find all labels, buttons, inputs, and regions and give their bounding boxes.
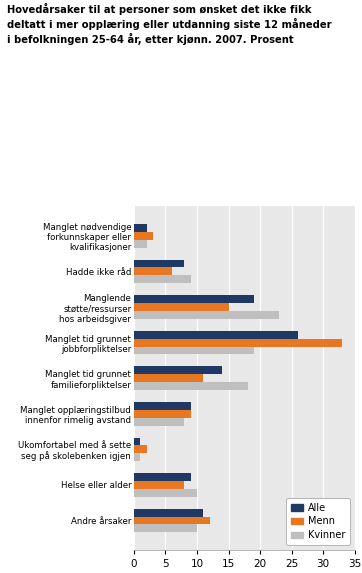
Bar	[134, 240, 147, 248]
Bar	[134, 347, 254, 354]
Bar	[134, 453, 140, 461]
Bar	[134, 275, 191, 283]
Bar	[134, 509, 203, 517]
Bar	[134, 224, 147, 232]
Bar	[134, 339, 342, 347]
Bar	[134, 438, 140, 445]
Bar	[134, 260, 184, 268]
Bar	[134, 489, 197, 497]
Bar	[134, 374, 203, 382]
Bar	[134, 517, 210, 524]
Bar	[134, 473, 191, 481]
Bar	[134, 418, 184, 426]
Bar	[134, 303, 228, 311]
Bar	[134, 232, 153, 240]
Bar	[134, 268, 172, 275]
Text: Hovedårsaker til at personer som ønsket det ikke fikk
deltatt i mer opplæring el: Hovedårsaker til at personer som ønsket …	[7, 3, 332, 45]
Bar	[134, 481, 184, 489]
Bar	[134, 410, 191, 418]
Bar	[134, 311, 279, 319]
Bar	[134, 445, 147, 453]
Bar	[134, 382, 248, 390]
Bar	[134, 402, 191, 410]
Bar	[134, 367, 222, 374]
Legend: Alle, Menn, Kvinner: Alle, Menn, Kvinner	[286, 498, 350, 545]
Bar	[134, 331, 298, 339]
Bar	[134, 295, 254, 303]
Bar	[134, 524, 197, 532]
